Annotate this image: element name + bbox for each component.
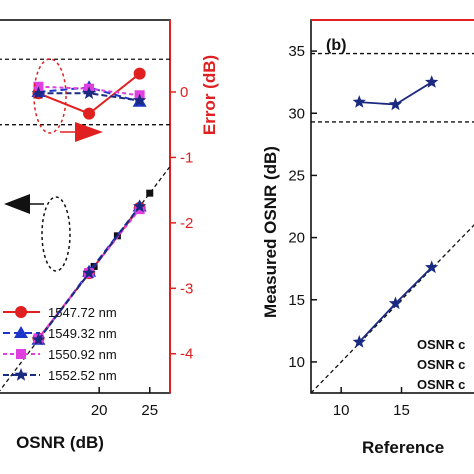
panel-b: 10 15 20 25 30 35 10 15 (b) Measured OSNR (dB)… [261, 19, 474, 457]
right-tick-label: -2 [180, 215, 193, 232]
measured-point [133, 199, 147, 213]
measured-group-ellipse [41, 196, 71, 272]
error-point [133, 67, 146, 80]
panel-a-legend: 1547.72 nm 1549.32 nm 1550.92 nm 1552.52 nm [3, 305, 117, 383]
legend-marker [14, 326, 28, 338]
legend-marker [16, 349, 26, 359]
y-tick-label: 25 [288, 167, 305, 184]
note-text: OSNR c [417, 357, 465, 372]
left-axis-arrow-icon [4, 194, 30, 214]
legend-label: 1552.52 nm [48, 368, 117, 383]
y-tick-label: 30 [288, 105, 305, 122]
measured-point [31, 332, 46, 346]
error-point [83, 107, 96, 120]
panel-b-xlabel: Reference [362, 438, 444, 457]
error-point [133, 93, 147, 107]
x-tick-label: 20 [91, 402, 108, 419]
legend-label: 1547.72 nm [48, 305, 117, 320]
error-group-ellipse [33, 58, 67, 134]
legend-label: 1550.92 nm [48, 347, 117, 362]
measured-series-line [37, 208, 141, 340]
right-tick-label: -4 [180, 346, 193, 363]
right-tick-label: -1 [180, 149, 193, 166]
x-tick-label: 10 [333, 402, 350, 419]
y-tick-label: 10 [288, 354, 305, 371]
measured-point [82, 266, 96, 279]
panel-a: 20 25 0 -1 -2 -3 -4 OSNR (dB) Error (dB) 1547… [0, 19, 219, 452]
series-point [388, 296, 403, 310]
series-point [352, 335, 366, 348]
right-tick-label: -3 [180, 280, 193, 297]
y-tick-label: 15 [288, 292, 305, 309]
reference-marker [146, 189, 154, 197]
panel-a-xlabel: OSNR (dB) [16, 433, 104, 452]
note-text: OSNR c [417, 337, 465, 352]
right-axis-arrow-icon [75, 122, 103, 142]
series-point [388, 97, 403, 111]
legend-marker [14, 368, 28, 381]
panel-b-label: (b) [326, 37, 346, 54]
note-text: OSNR c [417, 377, 465, 392]
panel-a-right-ylabel: Error (dB) [200, 55, 219, 135]
error-point [82, 86, 96, 99]
x-tick-label: 15 [393, 402, 410, 419]
series-point [352, 95, 366, 108]
y-tick-label: 20 [288, 230, 305, 247]
right-tick-label: 0 [180, 84, 188, 101]
legend-marker [15, 306, 27, 318]
error-point [31, 86, 46, 99]
x-tick-label: 25 [141, 402, 158, 419]
legend-label: 1549.32 nm [48, 326, 117, 341]
panel-b-ylabel: Measured OSNR (dB) [261, 146, 280, 318]
series-point [425, 75, 439, 88]
series-point [425, 260, 439, 274]
y-tick-label: 35 [288, 43, 305, 60]
